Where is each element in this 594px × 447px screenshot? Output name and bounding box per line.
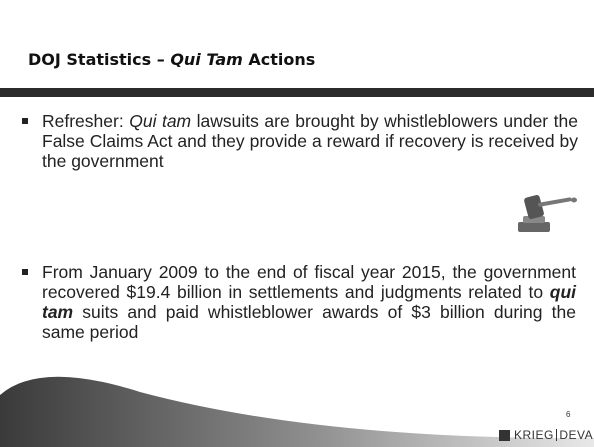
slide: DOJ Statistics – Qui Tam Actions Refresh… xyxy=(0,0,594,447)
title-text: Actions xyxy=(243,50,315,69)
bullet-text: From January 2009 to the end of fiscal y… xyxy=(42,262,576,302)
bullet: Refresher: Qui tam lawsuits are brought … xyxy=(42,111,578,171)
title-bar xyxy=(0,88,594,97)
logo-text: KRIEG xyxy=(514,428,554,442)
page: {"header": {"title": ["DOJ Statistics – … xyxy=(0,0,594,447)
title-text: DOJ Statistics – xyxy=(28,50,170,69)
bullet-text: Qui tam xyxy=(129,111,191,131)
slide-title: DOJ Statistics – Qui Tam Actions xyxy=(28,50,315,69)
logo-mark xyxy=(499,430,510,441)
title-text: Qui Tam xyxy=(170,50,243,69)
gavel-icon xyxy=(518,194,577,232)
logo: KRIEG DEVAULT xyxy=(499,428,594,442)
page-number: 6 xyxy=(566,410,570,419)
bullet-text: suits and paid whistleblower awards of $… xyxy=(42,302,576,342)
bullet-text: Refresher: xyxy=(42,111,129,131)
bullet: From January 2009 to the end of fiscal y… xyxy=(42,262,576,342)
logo-divider xyxy=(556,429,558,441)
logo-text: DEVAULT xyxy=(559,428,594,442)
